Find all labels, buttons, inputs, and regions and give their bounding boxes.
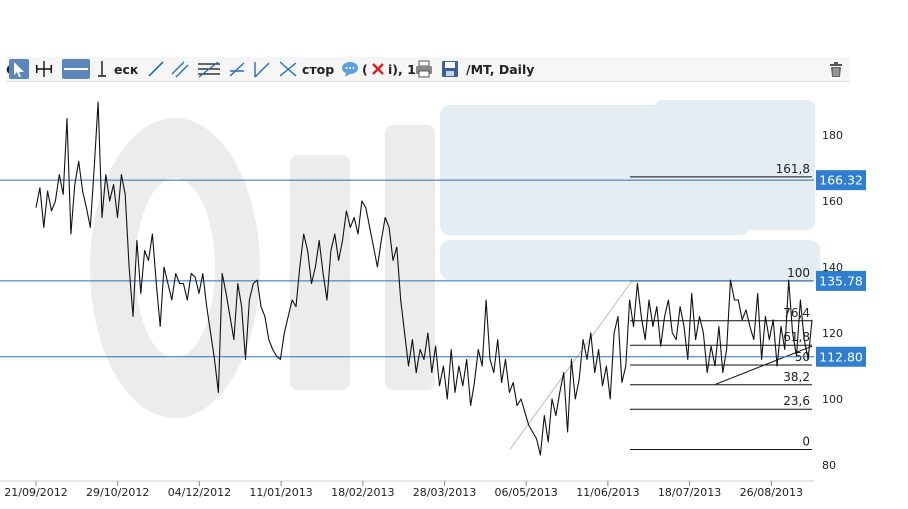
fan-icon[interactable] bbox=[278, 59, 298, 79]
y-tick-label: 100 bbox=[822, 393, 843, 406]
channel-icon[interactable] bbox=[170, 59, 190, 79]
x-tick-label: 29/10/2012 bbox=[86, 486, 149, 499]
toolbar-text-3: стор bbox=[302, 61, 335, 77]
vertical-line-icon[interactable] bbox=[92, 59, 112, 79]
fib-level-label: 61,8 bbox=[783, 330, 810, 344]
fib-level-label: 76,4 bbox=[783, 306, 810, 320]
y-tick-label: 160 bbox=[822, 195, 843, 208]
level-badge bbox=[816, 170, 866, 191]
drawing-toolbar: G еск стор ( i), 1. bbox=[6, 57, 850, 82]
pitchfork-icon[interactable] bbox=[228, 59, 248, 79]
x-tick-label: 21/09/2012 bbox=[4, 486, 67, 499]
x-tick-label: 06/05/2013 bbox=[494, 486, 557, 499]
x-tick-label: 18/07/2013 bbox=[658, 486, 721, 499]
crosshair-icon[interactable] bbox=[34, 59, 54, 79]
parallel-lines-icon[interactable] bbox=[252, 59, 272, 79]
level-badge-label: 166.32 bbox=[819, 173, 863, 188]
x-tick-label: 11/01/2013 bbox=[249, 486, 312, 499]
level-badge-label: 112.80 bbox=[819, 349, 863, 364]
delete-icon[interactable] bbox=[368, 59, 388, 79]
chart-title: /MT, Daily bbox=[466, 61, 535, 77]
save-icon[interactable] bbox=[440, 59, 460, 79]
y-tick-label: 120 bbox=[822, 327, 843, 340]
level-badge bbox=[816, 270, 866, 291]
fib-level-label: 23,6 bbox=[783, 394, 810, 408]
fibonacci-icon[interactable] bbox=[196, 59, 222, 79]
print-icon[interactable] bbox=[414, 59, 434, 79]
x-tick-label: 11/06/2013 bbox=[576, 486, 639, 499]
x-tick-label: 18/02/2013 bbox=[331, 486, 394, 499]
level-badge-label: 135.78 bbox=[819, 273, 863, 288]
fib-level-label: 0 bbox=[802, 434, 810, 448]
fib-level-label: 161,8 bbox=[776, 162, 810, 176]
y-tick-label: 140 bbox=[822, 261, 843, 274]
x-tick-label: 04/12/2012 bbox=[168, 486, 231, 499]
pointer-icon[interactable] bbox=[9, 59, 29, 79]
level-badge bbox=[816, 346, 866, 367]
horizontal-line-icon[interactable] bbox=[62, 59, 90, 79]
x-tick-label: 28/03/2013 bbox=[413, 486, 476, 499]
toolbar-text-2: еск bbox=[114, 61, 139, 77]
trash-icon[interactable] bbox=[826, 59, 846, 79]
y-tick-label: 80 bbox=[822, 459, 836, 472]
price-line bbox=[35, 101, 813, 456]
fib-level-label: 100 bbox=[787, 266, 810, 280]
toolbar-text-5: i), 1. bbox=[388, 61, 421, 77]
comment-icon[interactable] bbox=[340, 59, 360, 79]
watermark-logo bbox=[90, 100, 820, 418]
x-tick-label: 26/08/2013 bbox=[740, 486, 803, 499]
toolbar-text-4: ( bbox=[362, 61, 368, 77]
y-tick-label: 180 bbox=[822, 129, 843, 142]
trend-line-icon[interactable] bbox=[146, 59, 166, 79]
fib-level-label: 38,2 bbox=[783, 370, 810, 384]
